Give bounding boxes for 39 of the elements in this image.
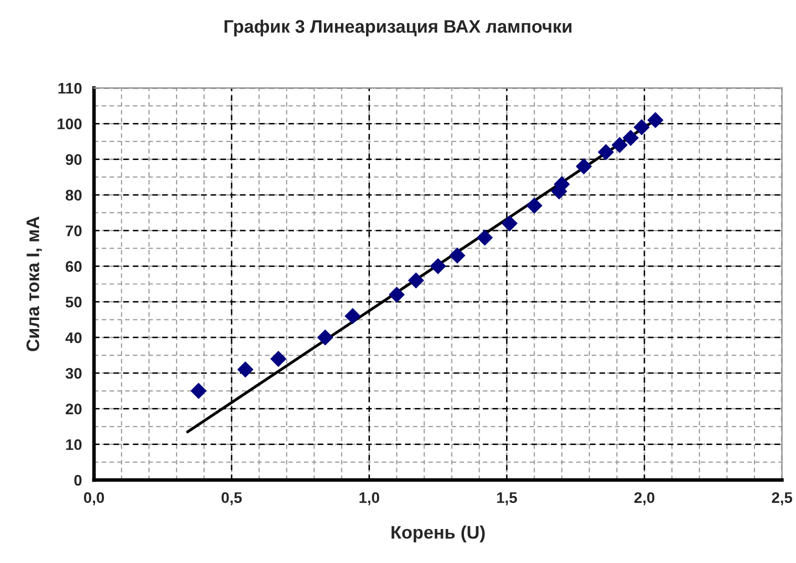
y-tick-label: 30	[66, 368, 82, 379]
point	[598, 144, 614, 160]
y-axis-title: Сила тока I, мА	[26, 216, 42, 352]
y-tick-label: 100	[58, 118, 82, 130]
y-tick-label: 90	[66, 154, 82, 165]
x-tick-label: 1,0	[360, 492, 380, 506]
y-tick-label: 10	[66, 439, 82, 450]
y-tick-label: 70	[66, 225, 82, 236]
y-tick-label: 20	[66, 404, 82, 414]
point	[476, 230, 493, 246]
point	[408, 272, 424, 288]
point	[634, 119, 650, 136]
point	[388, 286, 405, 303]
point	[237, 362, 254, 378]
y-tick-label: 80	[66, 190, 82, 201]
x-tick-label: 2,5	[772, 492, 792, 506]
point	[344, 308, 361, 324]
y-tick-label: 40	[65, 332, 82, 344]
y-tick-label: 110	[58, 82, 82, 94]
point	[622, 130, 639, 146]
y-tick-label: 0	[74, 474, 82, 486]
point	[502, 215, 518, 232]
x-tick-label: 2,0	[634, 492, 654, 506]
point	[317, 329, 334, 346]
point	[647, 112, 664, 128]
point	[576, 158, 592, 174]
y-tick-label: 60	[66, 261, 82, 272]
x-tick-label: 1,5	[497, 492, 517, 506]
x-axis-title: Корень (U)	[392, 525, 485, 542]
point	[612, 137, 628, 153]
x-tick-label: 0,5	[222, 492, 242, 506]
point	[526, 198, 542, 214]
point	[190, 382, 207, 399]
point	[430, 258, 446, 274]
point	[449, 248, 466, 264]
x-tick-label: 0,0	[84, 492, 104, 506]
chart-title: График 3 Линеаризация ВАХ лампочки	[224, 20, 572, 36]
y-tick-label: 50	[66, 296, 82, 308]
point	[270, 350, 286, 367]
